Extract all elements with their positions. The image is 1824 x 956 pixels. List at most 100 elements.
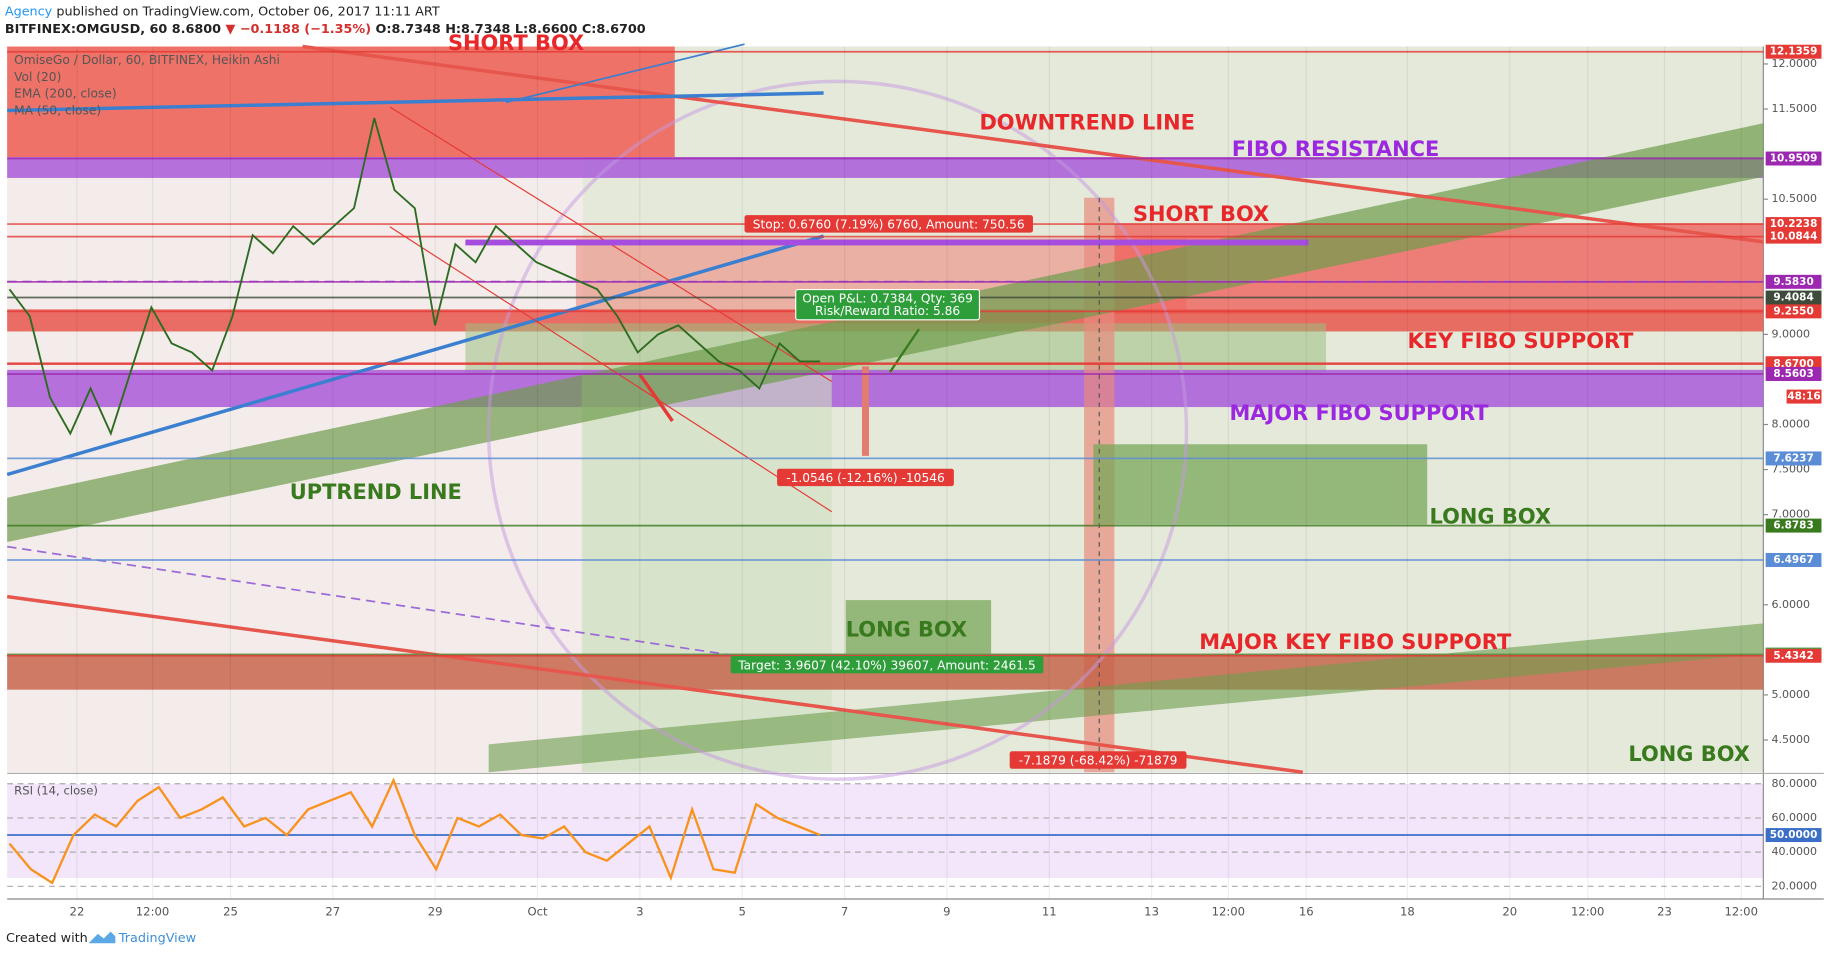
price-tick-label: 4.5000 bbox=[1771, 733, 1810, 746]
position-box bbox=[744, 215, 1033, 233]
rsi-title: RSI (14, close) bbox=[14, 783, 98, 797]
annotation: KEY FIBO SUPPORT bbox=[1407, 329, 1634, 353]
time-label: 7 bbox=[841, 904, 848, 918]
time-label: 16 bbox=[1299, 904, 1314, 918]
fib-circle bbox=[486, 79, 1189, 781]
price-tag-label: 9.5830 bbox=[1773, 276, 1813, 288]
price-tag bbox=[1765, 518, 1822, 533]
price-tag-label: 10.0844 bbox=[1770, 231, 1818, 243]
red-channel bbox=[389, 226, 833, 513]
position-label: Target: 3.9607 (42.10%) 39607, Amount: 2… bbox=[737, 658, 1035, 672]
price-tag-label: 6.8783 bbox=[1773, 520, 1813, 532]
rsi-mid-label: 50.0000 bbox=[1770, 829, 1818, 841]
price-tag bbox=[1765, 451, 1822, 466]
time-label: 12:00 bbox=[136, 904, 170, 918]
uptrend-line bbox=[6, 234, 825, 477]
footer-created: Created with bbox=[6, 931, 88, 946]
uptrend-channel bbox=[7, 123, 1764, 542]
legend-entry: Vol (20) bbox=[14, 70, 61, 84]
price-tag bbox=[1765, 648, 1822, 663]
rsi-tick-label: 60.0000 bbox=[1771, 811, 1817, 824]
position-label: Stop: 0.6760 (7.19%) 6760, Amount: 750.5… bbox=[753, 218, 1025, 232]
annotation: DOWNTREND LINE bbox=[979, 110, 1194, 134]
price-tick-label: 10.5000 bbox=[1771, 192, 1817, 205]
price-tick-label: 7.5000 bbox=[1771, 463, 1810, 476]
price-tick-label: 11.5000 bbox=[1771, 102, 1817, 115]
bear-arrow bbox=[638, 373, 674, 423]
annotation: SHORT BOX bbox=[448, 31, 584, 55]
author: Agency bbox=[5, 4, 53, 19]
footer-brand: TradingView bbox=[118, 931, 196, 946]
blue-line bbox=[505, 43, 745, 104]
annotation: SHORT BOX bbox=[1133, 202, 1269, 226]
price-tag bbox=[1765, 151, 1822, 166]
price-tick-label: 5.0000 bbox=[1771, 688, 1810, 701]
long-box-small bbox=[845, 600, 992, 654]
price-axis bbox=[1763, 46, 1824, 900]
published: published on TradingView.com, October 06… bbox=[56, 4, 440, 19]
price-tag-label: 6.4967 bbox=[1773, 554, 1813, 566]
time-label: 5 bbox=[738, 904, 745, 918]
symbol-line: BITFINEX:OMGUSD, 60 8.6800 ▼ −0.1188 (−1… bbox=[5, 22, 646, 37]
price-tag-label: 10.2238 bbox=[1770, 218, 1818, 230]
major-fibo-band bbox=[7, 369, 1764, 408]
time-label: 9 bbox=[943, 904, 950, 918]
price-tag bbox=[1765, 217, 1822, 232]
time-label: 23 bbox=[1657, 904, 1672, 918]
time-label: 20 bbox=[1502, 904, 1517, 918]
price-line bbox=[8, 117, 821, 437]
legend-entry: OmiseGo / Dollar, 60, BITFINEX, Heikin A… bbox=[14, 53, 280, 67]
position-box bbox=[777, 468, 954, 487]
position-box bbox=[795, 289, 981, 321]
symbol: BITFINEX:OMGUSD, 60 bbox=[5, 22, 168, 37]
tv-logo bbox=[88, 931, 116, 944]
time-label: 13 bbox=[1144, 904, 1159, 918]
price-tag-label: 9.2550 bbox=[1773, 305, 1813, 317]
bull-arrow bbox=[888, 328, 920, 373]
rsi-mid-tag bbox=[1765, 828, 1822, 843]
price-tick-label: 6.0000 bbox=[1771, 598, 1810, 611]
price-tag bbox=[1765, 274, 1822, 289]
price-tag-label: 10.9509 bbox=[1770, 153, 1818, 165]
price-tag-label: 7.6237 bbox=[1773, 452, 1813, 464]
annotation: UPTREND LINE bbox=[290, 480, 462, 504]
price-tag bbox=[1765, 44, 1822, 59]
rsi-tick-label: 40.0000 bbox=[1771, 845, 1817, 858]
rsi-tick-label: 80.0000 bbox=[1771, 777, 1817, 790]
position-label: -1.0546 (-12.16%) -10546 bbox=[786, 471, 945, 485]
rsi-line bbox=[8, 777, 821, 885]
price-tick-label: 12.0000 bbox=[1771, 57, 1817, 70]
rsi-tick-label: 20.0000 bbox=[1771, 879, 1817, 892]
position-box bbox=[730, 655, 1044, 674]
price-tick-label: 8.0000 bbox=[1771, 418, 1810, 431]
last-price: 8.6800 bbox=[172, 22, 221, 37]
price-tag bbox=[1765, 553, 1822, 567]
position-box bbox=[1009, 751, 1187, 769]
price-tag-label: 12.1359 bbox=[1770, 46, 1818, 58]
change: ▼ −0.1188 (−1.35%) bbox=[226, 22, 372, 37]
target-zone bbox=[581, 374, 832, 773]
time-label: Oct bbox=[527, 904, 548, 918]
long-box bbox=[1093, 444, 1428, 525]
time-label: 27 bbox=[325, 904, 340, 918]
time-label: 3 bbox=[636, 904, 643, 918]
countdown: 48:16 bbox=[1787, 391, 1820, 403]
annotation: MAJOR FIBO SUPPORT bbox=[1230, 401, 1490, 425]
price-tag-label: 5.4342 bbox=[1773, 650, 1813, 662]
annotation: LONG BOX bbox=[846, 617, 967, 641]
header-line: Agency published on TradingView.com, Oct… bbox=[5, 4, 440, 19]
annotation: LONG BOX bbox=[1628, 742, 1749, 766]
price-tick-label: 7.0000 bbox=[1771, 508, 1810, 521]
price-tick-label: 9.0000 bbox=[1771, 327, 1810, 340]
lower-red-line bbox=[6, 594, 1304, 774]
annotation: LONG BOX bbox=[1430, 505, 1551, 529]
time-label: 22 bbox=[70, 904, 85, 918]
time-label: 12:00 bbox=[1724, 904, 1758, 918]
price-tag-label: 8.5603 bbox=[1773, 368, 1813, 380]
annotation: MAJOR KEY FIBO SUPPORT bbox=[1199, 630, 1512, 654]
time-label: 12:00 bbox=[1212, 904, 1246, 918]
time-label: 25 bbox=[223, 904, 238, 918]
legend-entry: MA (50, close) bbox=[14, 104, 101, 118]
downtrend-line bbox=[302, 44, 1764, 244]
